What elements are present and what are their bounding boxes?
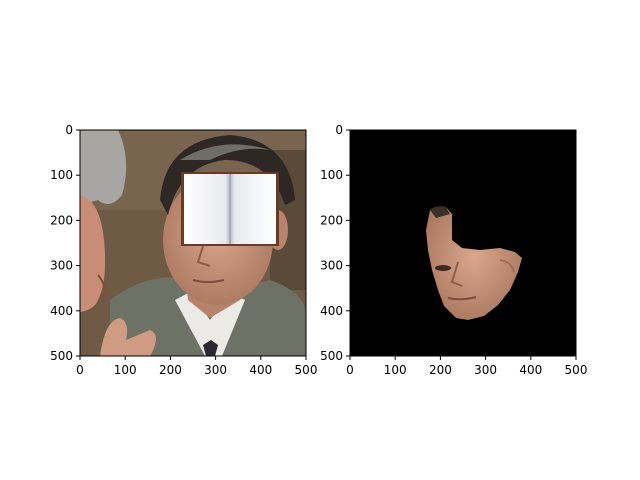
left-x-tick-label: 500	[295, 363, 318, 377]
right-x-tick-label: 0	[346, 363, 354, 377]
right-y-tick-label: 500	[320, 349, 343, 363]
left-y-tick-label: 200	[50, 213, 73, 227]
right-y-tick-label: 400	[320, 304, 343, 318]
left-y-tick-label: 500	[50, 349, 73, 363]
right-y-tick-label: 0	[335, 123, 343, 137]
left-x-tick-label: 400	[249, 363, 272, 377]
book-occluder	[181, 172, 279, 246]
left-y-tick-label: 300	[50, 259, 73, 273]
right-x-tick-label: 300	[474, 363, 497, 377]
left-x-tick-label: 100	[114, 363, 137, 377]
left-y-tick-label: 400	[50, 304, 73, 318]
left-x-tick-label: 0	[76, 363, 84, 377]
mask-image	[350, 130, 576, 356]
right-x-tick-label: 500	[565, 363, 588, 377]
left-axes-frame	[79, 129, 307, 357]
photo-image	[80, 130, 306, 356]
right-x-tick-label: 100	[384, 363, 407, 377]
right-x-tick-label: 200	[429, 363, 452, 377]
left-y-tick-label: 0	[65, 123, 73, 137]
left-x-tick-label: 300	[204, 363, 227, 377]
right-x-tick-label: 400	[519, 363, 542, 377]
right-axes-frame	[349, 129, 577, 357]
right-y-tick-label: 100	[320, 168, 343, 182]
left-x-tick-label: 200	[159, 363, 182, 377]
right-y-tick-label: 300	[320, 259, 343, 273]
left-y-tick-label: 100	[50, 168, 73, 182]
right-y-tick-label: 200	[320, 213, 343, 227]
